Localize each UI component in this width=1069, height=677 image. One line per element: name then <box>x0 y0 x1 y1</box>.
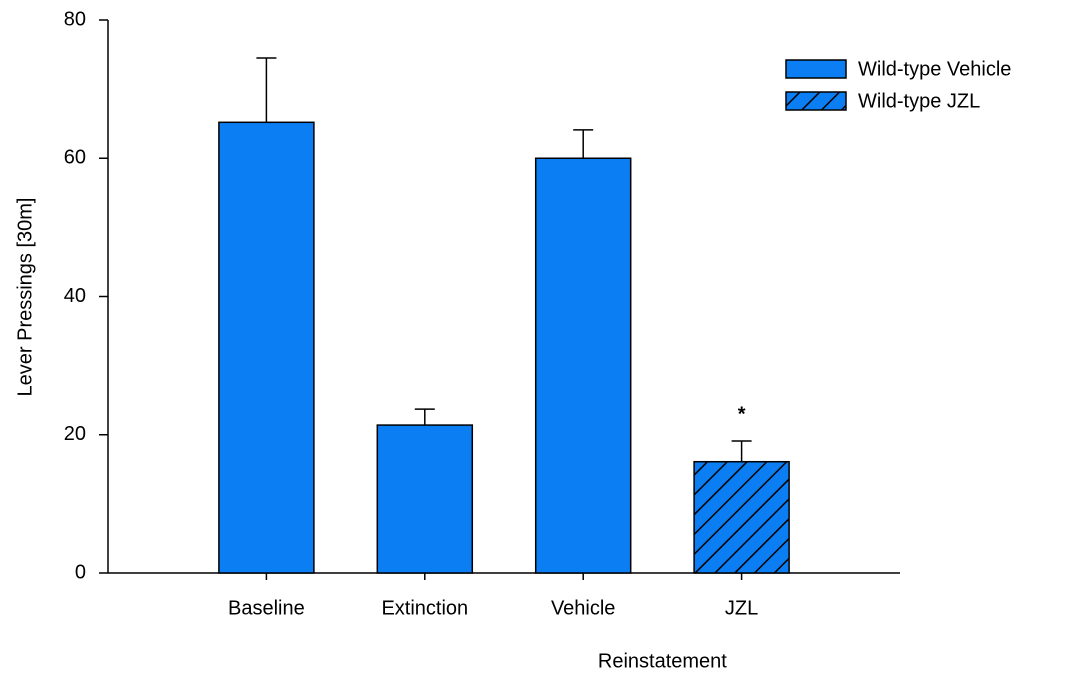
y-tick-label: 80 <box>64 8 86 30</box>
x-tick-label: JZL <box>725 597 758 619</box>
y-axis-label: Lever Pressings [30m] <box>14 198 36 397</box>
error-bar <box>256 57 277 123</box>
x-axis-label: Reinstatement <box>598 650 727 672</box>
bar <box>376 424 474 574</box>
error-bar <box>573 129 594 159</box>
x-tick-label: Vehicle <box>551 597 616 619</box>
annotation: * <box>738 403 746 425</box>
error-bar <box>414 408 435 426</box>
error-bar <box>731 440 752 462</box>
legend-swatch <box>785 91 847 111</box>
y-tick-label: 60 <box>64 147 86 169</box>
y-tick-label: 20 <box>64 423 86 445</box>
legend-label: Wild-type Vehicle <box>858 58 1011 80</box>
y-tick-label: 0 <box>75 561 86 583</box>
y-tick-label: 40 <box>64 285 86 307</box>
bar <box>693 460 790 574</box>
x-tick-label: Baseline <box>228 597 305 619</box>
legend-label: Wild-type JZL <box>858 90 980 112</box>
bar <box>534 157 632 574</box>
legend-swatch <box>785 59 847 79</box>
x-tick-label: Extinction <box>381 597 468 619</box>
bar <box>218 121 315 574</box>
